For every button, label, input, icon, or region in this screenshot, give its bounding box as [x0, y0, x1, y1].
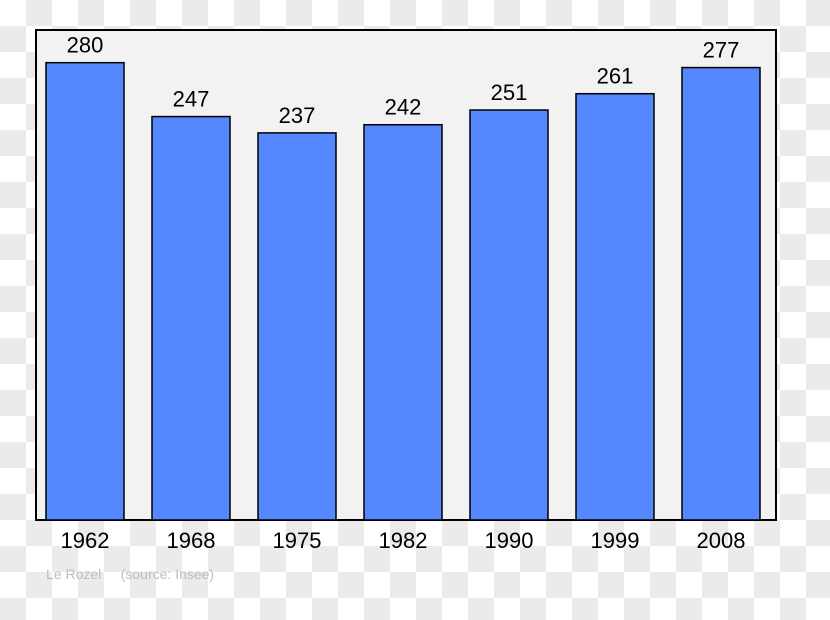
- x-axis-label: 1962: [61, 528, 110, 553]
- x-axis-label: 1975: [273, 528, 322, 553]
- bar-value-label: 280: [67, 33, 104, 58]
- bar: [152, 117, 230, 520]
- x-axis-label: 1999: [591, 528, 640, 553]
- x-axis-label: 1990: [485, 528, 534, 553]
- caption-source: (source: Insee): [121, 566, 214, 582]
- bar: [258, 133, 336, 520]
- bar: [364, 125, 442, 520]
- x-axis-label: 1968: [167, 528, 216, 553]
- bar: [576, 94, 654, 520]
- bars-group: [46, 63, 760, 520]
- x-axis-label: 1982: [379, 528, 428, 553]
- stage: 280247237242251261277 196219681975198219…: [0, 0, 830, 620]
- x-axis-label: 2008: [697, 528, 746, 553]
- bar-value-label: 247: [173, 87, 210, 112]
- bar-value-label: 242: [385, 95, 422, 120]
- caption-place: Le Rozel: [46, 566, 101, 582]
- bar-value-label: 237: [279, 103, 316, 128]
- bar: [470, 110, 548, 520]
- bar: [46, 63, 124, 520]
- bar-value-label: 251: [491, 80, 528, 105]
- chart-svg: 280247237242251261277 196219681975198219…: [0, 0, 830, 620]
- bar-value-label: 261: [597, 64, 634, 89]
- caption: Le Rozel (source: Insee): [46, 566, 214, 582]
- bar: [682, 68, 760, 520]
- x-labels-group: 1962 1968 1975 1982 1990 1999 2008: [61, 528, 746, 553]
- bar-value-label: 277: [703, 38, 740, 63]
